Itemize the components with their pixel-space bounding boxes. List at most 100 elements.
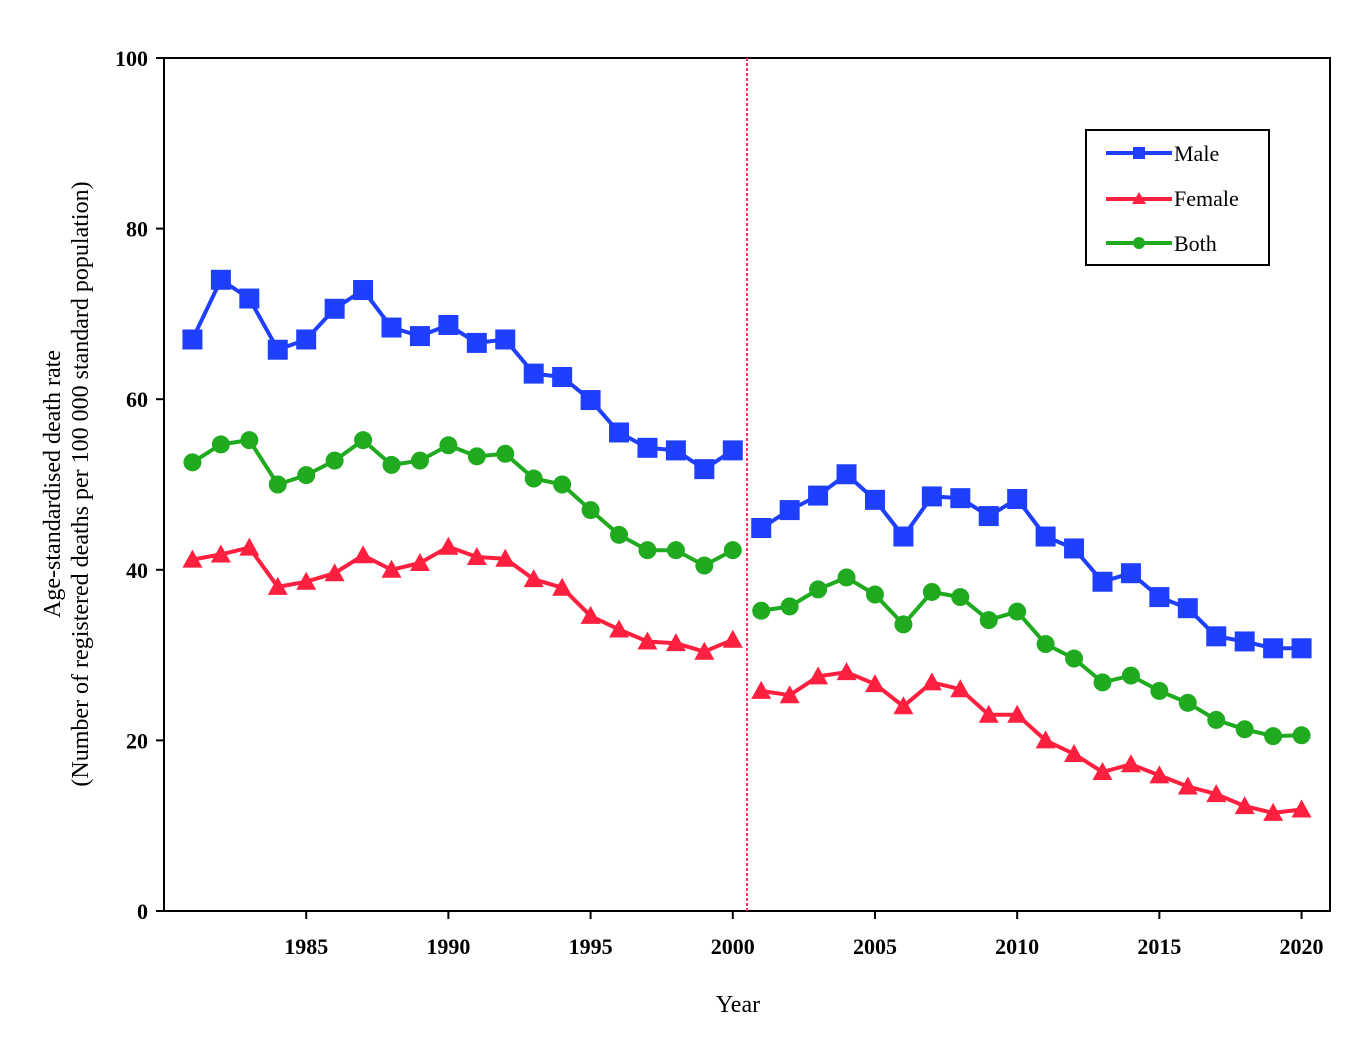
- legend: Male Female Both: [1085, 129, 1270, 266]
- data-point-both: [553, 475, 572, 494]
- data-point-female: [836, 662, 857, 681]
- data-point-female: [182, 549, 203, 568]
- legend-marker-female: [1132, 192, 1146, 204]
- data-point-both: [1065, 649, 1084, 668]
- legend-item-female: Female: [1106, 186, 1239, 211]
- legend-item-both: Both: [1106, 231, 1217, 256]
- data-point-female: [523, 569, 544, 588]
- data-point-female: [1007, 704, 1028, 723]
- data-point-both: [268, 475, 287, 494]
- x-axis-title: Year: [716, 992, 760, 1018]
- data-point-male: [665, 440, 686, 461]
- y-axis-title-line-2: (Number of registered deaths per 100 000…: [68, 181, 94, 786]
- data-point-both: [581, 501, 600, 520]
- x-tick-label: 1985: [284, 934, 328, 959]
- x-tick-label: 1990: [426, 934, 470, 959]
- y-axis-title: Age-standardised death rate (Number of r…: [40, 181, 94, 786]
- x-tick-label: 2020: [1280, 934, 1324, 959]
- series-both: [183, 431, 1311, 746]
- data-point-female: [1149, 765, 1170, 784]
- data-point-both: [922, 582, 941, 601]
- legend-label-female: Female: [1174, 186, 1239, 211]
- y-tick-label: 20: [126, 728, 148, 753]
- data-point-male: [836, 464, 857, 485]
- data-point-male: [637, 437, 658, 458]
- data-point-male: [1035, 526, 1056, 547]
- data-point-female: [864, 674, 885, 693]
- data-point-female: [921, 672, 942, 691]
- data-point-both: [752, 601, 771, 620]
- data-point-male: [353, 280, 374, 301]
- data-point-male: [950, 488, 971, 509]
- data-point-male: [324, 298, 345, 319]
- data-point-female: [438, 536, 459, 555]
- x-tick-label: 2000: [711, 934, 755, 959]
- data-point-both: [1121, 666, 1140, 685]
- x-tick-label: 2015: [1137, 934, 1181, 959]
- data-point-male: [609, 422, 630, 443]
- data-point-both: [354, 431, 373, 450]
- data-point-female: [409, 552, 430, 571]
- data-point-male: [978, 506, 999, 527]
- data-point-male: [210, 269, 231, 290]
- x-tick-label: 2005: [853, 934, 897, 959]
- data-point-female: [1206, 784, 1227, 803]
- data-point-female: [779, 685, 800, 704]
- data-point-both: [1264, 727, 1283, 746]
- y-tick-label: 100: [115, 46, 148, 71]
- data-point-both: [894, 615, 913, 634]
- legend-item-male: Male: [1106, 141, 1219, 166]
- data-point-female: [1263, 802, 1284, 821]
- data-point-male: [1064, 538, 1085, 559]
- y-axis-title-line-1: Age-standardised death rate: [40, 350, 66, 618]
- data-point-male: [1206, 626, 1227, 647]
- data-point-both: [439, 436, 458, 455]
- data-point-both: [240, 431, 259, 450]
- data-point-female: [1120, 754, 1141, 773]
- data-point-female: [637, 631, 658, 650]
- data-point-both: [1235, 720, 1254, 739]
- data-point-female: [722, 629, 743, 648]
- x-tick-label: 1995: [569, 934, 613, 959]
- data-point-male: [182, 329, 203, 350]
- y-tick-label: 80: [126, 217, 148, 242]
- data-point-male: [239, 288, 260, 309]
- legend-label-both: Both: [1174, 231, 1217, 256]
- data-point-female: [466, 547, 487, 566]
- series-line-female: [192, 544, 734, 654]
- data-point-both: [610, 525, 629, 544]
- data-point-both: [951, 588, 970, 607]
- data-point-both: [780, 597, 799, 616]
- data-point-male: [1092, 571, 1113, 592]
- data-point-both: [723, 541, 742, 560]
- data-point-both: [809, 580, 828, 599]
- data-point-male: [1234, 631, 1255, 652]
- data-point-both: [666, 541, 685, 560]
- data-point-female: [1234, 796, 1255, 815]
- data-point-female: [495, 548, 516, 567]
- data-point-both: [1036, 635, 1055, 654]
- data-point-both: [1178, 693, 1197, 712]
- data-point-female: [694, 641, 715, 660]
- data-point-male: [722, 440, 743, 461]
- data-point-female: [324, 563, 345, 582]
- data-point-male: [409, 326, 430, 347]
- data-point-male: [552, 367, 573, 388]
- data-point-male: [267, 339, 288, 360]
- data-point-both: [1008, 602, 1027, 621]
- series-line-female: [760, 670, 1302, 815]
- data-point-female: [1035, 730, 1056, 749]
- data-point-male: [466, 332, 487, 353]
- data-point-male: [694, 459, 715, 480]
- data-point-both: [695, 556, 714, 575]
- data-point-male: [779, 500, 800, 521]
- data-point-male: [1291, 638, 1312, 659]
- data-point-both: [183, 453, 202, 472]
- data-point-male: [1263, 638, 1284, 659]
- data-point-female: [808, 666, 829, 685]
- data-point-male: [381, 317, 402, 338]
- data-point-both: [638, 541, 657, 560]
- data-point-female: [665, 633, 686, 652]
- data-point-male: [495, 329, 516, 350]
- legend-marker-male: [1133, 147, 1145, 159]
